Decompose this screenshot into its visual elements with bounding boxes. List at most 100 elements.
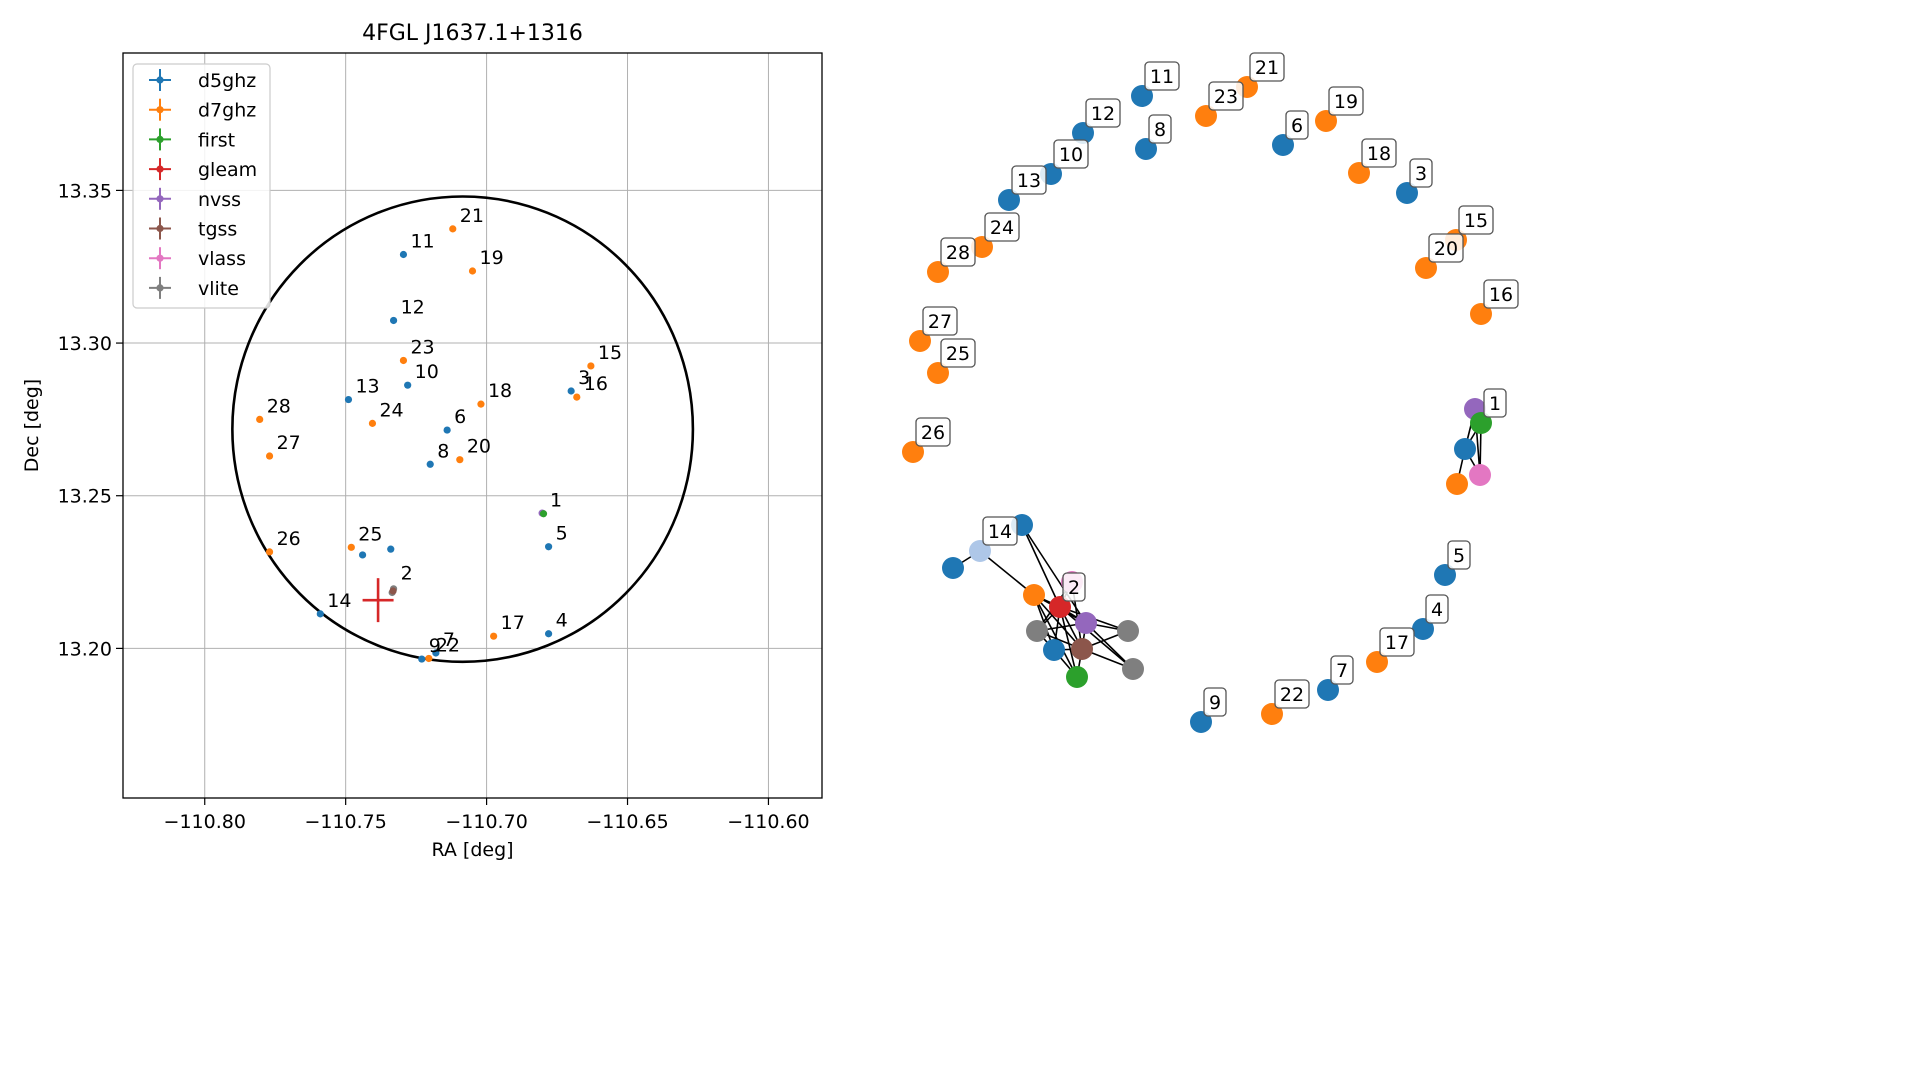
network-node (1415, 257, 1437, 279)
network-node (942, 557, 964, 579)
x-axis-label: RA [deg] (431, 839, 513, 861)
network-node-label: 21 (1249, 52, 1285, 82)
network-node (927, 362, 949, 384)
network-node (971, 236, 993, 258)
point-label: 4 (556, 610, 568, 632)
network-node-label: 20 (1428, 233, 1464, 263)
network-node (1469, 464, 1491, 486)
network-node (1043, 639, 1065, 661)
network-label-text: 9 (1209, 692, 1221, 714)
x-tick-label: −110.65 (586, 811, 668, 833)
y-tick-label: 13.30 (58, 333, 112, 355)
legend-label: d7ghz (198, 100, 256, 122)
scatter-point-d7ghz (573, 393, 581, 401)
network-node (1190, 711, 1212, 733)
network-label-box (1148, 114, 1172, 144)
point-label: 26 (277, 528, 301, 550)
network-label-text: 15 (1464, 210, 1488, 232)
network-label-text: 1 (1489, 393, 1501, 415)
scatter-point-d7ghz (368, 419, 377, 427)
network-label-text: 22 (1280, 684, 1304, 706)
network-label-box (1249, 52, 1285, 82)
network-label-text: 4 (1431, 599, 1443, 621)
legend-marker-dot (156, 195, 164, 203)
x-tick-label: −110.60 (727, 811, 809, 833)
network-node (1315, 110, 1337, 132)
network-node-label: 12 (1085, 98, 1121, 128)
network-node-label: 16 (1483, 279, 1519, 309)
point-label: 18 (488, 380, 512, 402)
legend: d5ghz d7ghz first gleam nvss tgss vlass vlite (132, 63, 271, 309)
network-label-text: 24 (990, 217, 1014, 239)
point-label: 17 (501, 612, 525, 634)
point-label: 19 (480, 247, 504, 269)
network-node-label: 15 (1458, 205, 1494, 235)
x-tick-label: −110.80 (164, 811, 246, 833)
network-label-box (1285, 110, 1309, 140)
scatter-point-d7ghz (347, 543, 355, 551)
point-label: 23 (410, 336, 434, 358)
network-node-label: 3 (1409, 158, 1433, 188)
legend-marker-dot (156, 135, 164, 143)
network-label-box (1330, 655, 1354, 685)
network-label-text: 12 (1091, 103, 1115, 125)
scatter-point-d5ghz (316, 610, 324, 618)
network-label-text: 2 (1068, 577, 1080, 599)
scatter-point-d5ghz (358, 551, 367, 559)
network-node (1135, 138, 1157, 160)
legend-marker-dot (156, 254, 164, 262)
network-node (1071, 638, 1093, 660)
point-label: 15 (598, 342, 622, 364)
network-label-box (1447, 540, 1471, 570)
network-node-label: 9 (1203, 687, 1227, 717)
network-label-text: 28 (946, 242, 970, 264)
network-node-label: 23 (1208, 81, 1244, 111)
network-node (1122, 658, 1144, 680)
network-node (969, 540, 991, 562)
y-tick-label: 13.25 (58, 486, 112, 508)
y-tick-label: 13.20 (58, 638, 112, 660)
network-node (1366, 651, 1388, 673)
network-edge (1059, 606, 1134, 670)
legend-label: first (198, 129, 235, 151)
network-label-box (940, 237, 976, 267)
network-node (1049, 596, 1071, 618)
network-label-text: 19 (1334, 91, 1358, 113)
network-label-text: 17 (1385, 632, 1409, 654)
network-label-text: 7 (1336, 660, 1348, 682)
point-label: 28 (267, 395, 291, 417)
network-node-label: 22 (1274, 679, 1310, 709)
scatter-point-d7ghz (399, 356, 408, 365)
point-label: 12 (401, 296, 425, 318)
network-label-box (1483, 388, 1507, 418)
network-node (1412, 618, 1434, 640)
legend-label: gleam (198, 159, 257, 181)
scatter-point-d5ghz (545, 543, 553, 551)
network-node-label: 26 (915, 417, 951, 447)
network-node (1396, 182, 1418, 204)
scatter-point-d5ghz (443, 426, 451, 434)
network-node-label: 10 (1053, 139, 1089, 169)
x-axis-ticks: −110.80 −110.75 −110.70 −110.65 −110.60 (164, 798, 810, 833)
network-label-text: 21 (1255, 57, 1279, 79)
scatter-panel: 1234567891011121314151617181920212223242… (21, 21, 823, 861)
network-node (927, 261, 949, 283)
legend-marker-dot (156, 76, 164, 84)
legend-label: vlass (198, 248, 246, 270)
network-label-text: 27 (928, 311, 952, 333)
point-label: 21 (460, 205, 484, 227)
point-label: 22 (436, 634, 460, 656)
network-node-label: 1 (1483, 388, 1507, 418)
network-node (1348, 162, 1370, 184)
scatter-point-d7ghz (477, 400, 485, 408)
network-node (998, 189, 1020, 211)
network-node (1075, 612, 1097, 634)
scatter-point-d7ghz (468, 267, 477, 275)
point-label: 8 (437, 440, 449, 462)
x-tick-label: −110.75 (304, 811, 386, 833)
network-label-box (1483, 279, 1519, 309)
network-node (1195, 105, 1217, 127)
